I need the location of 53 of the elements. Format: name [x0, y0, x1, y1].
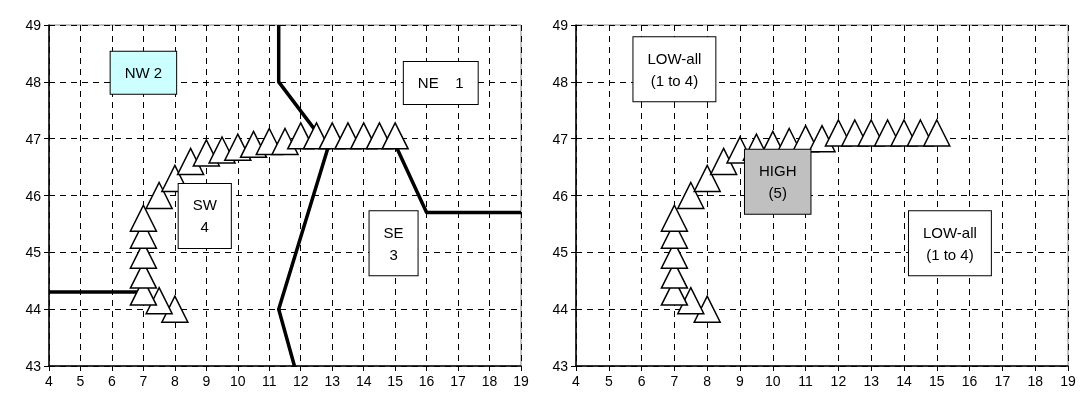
y-tick-label: 48 [25, 73, 42, 90]
x-tick-label: 7 [139, 373, 148, 389]
x-tick-label: 11 [261, 373, 277, 389]
y-tick-label: 45 [552, 244, 569, 261]
x-tick-label: 7 [670, 373, 679, 389]
x-tick-label: 4 [45, 373, 54, 389]
x-tick-label: 16 [961, 373, 978, 389]
annotation: LOW-all (1 to 4) [922, 223, 977, 263]
y-tick-label: 43 [552, 358, 569, 374]
x-tick-label: 19 [1060, 373, 1076, 389]
x-tick-label: 18 [481, 373, 498, 389]
x-tick-label: 17 [994, 373, 1011, 389]
x-tick-label: 17 [450, 373, 467, 389]
x-tick-label: 4 [572, 373, 581, 389]
y-tick-label: 45 [25, 244, 42, 261]
annotation: SE 3 [383, 223, 404, 263]
x-tick-label: 15 [387, 373, 404, 389]
y-tick-label: 44 [25, 301, 42, 318]
x-tick-label: 9 [736, 373, 745, 389]
x-tick-label: 14 [355, 373, 372, 389]
x-tick-label: 15 [929, 373, 945, 389]
annotation: HIGH (5) [758, 162, 797, 202]
annotation: LOW-all (1 to 4) [647, 49, 702, 89]
x-tick-label: 8 [170, 373, 179, 389]
y-tick-label: 47 [552, 130, 569, 147]
x-tick-label: 12 [830, 373, 847, 389]
x-tick-label: 9 [202, 373, 211, 389]
y-tick-label: 44 [552, 301, 569, 318]
x-tick-label: 19 [513, 373, 529, 389]
y-tick-label: 48 [552, 73, 569, 90]
y-tick-label: 46 [25, 187, 42, 204]
x-tick-label: 5 [604, 373, 613, 389]
x-tick-label: 10 [230, 373, 246, 389]
annotation: NW 2 [124, 64, 163, 82]
y-tick-label: 49 [25, 17, 42, 33]
annotation: SW 4 [192, 196, 218, 236]
x-tick-label: 6 [108, 373, 117, 389]
x-tick-label: 12 [292, 373, 309, 389]
annotation: NE 1 [417, 74, 464, 92]
y-tick-label: 43 [25, 358, 42, 374]
x-tick-label: 5 [76, 373, 85, 389]
y-tick-label: 49 [552, 17, 569, 33]
y-tick-label: 46 [552, 187, 569, 204]
x-tick-label: 11 [798, 373, 814, 389]
x-tick-label: 14 [896, 373, 912, 389]
x-tick-label: 16 [418, 373, 435, 389]
y-tick-label: 47 [25, 130, 42, 147]
x-tick-label: 8 [703, 373, 712, 389]
x-tick-label: 13 [324, 373, 341, 389]
x-tick-label: 18 [1027, 373, 1044, 389]
x-tick-label: 10 [765, 373, 781, 389]
x-tick-label: 13 [863, 373, 880, 389]
x-tick-label: 6 [637, 373, 646, 389]
